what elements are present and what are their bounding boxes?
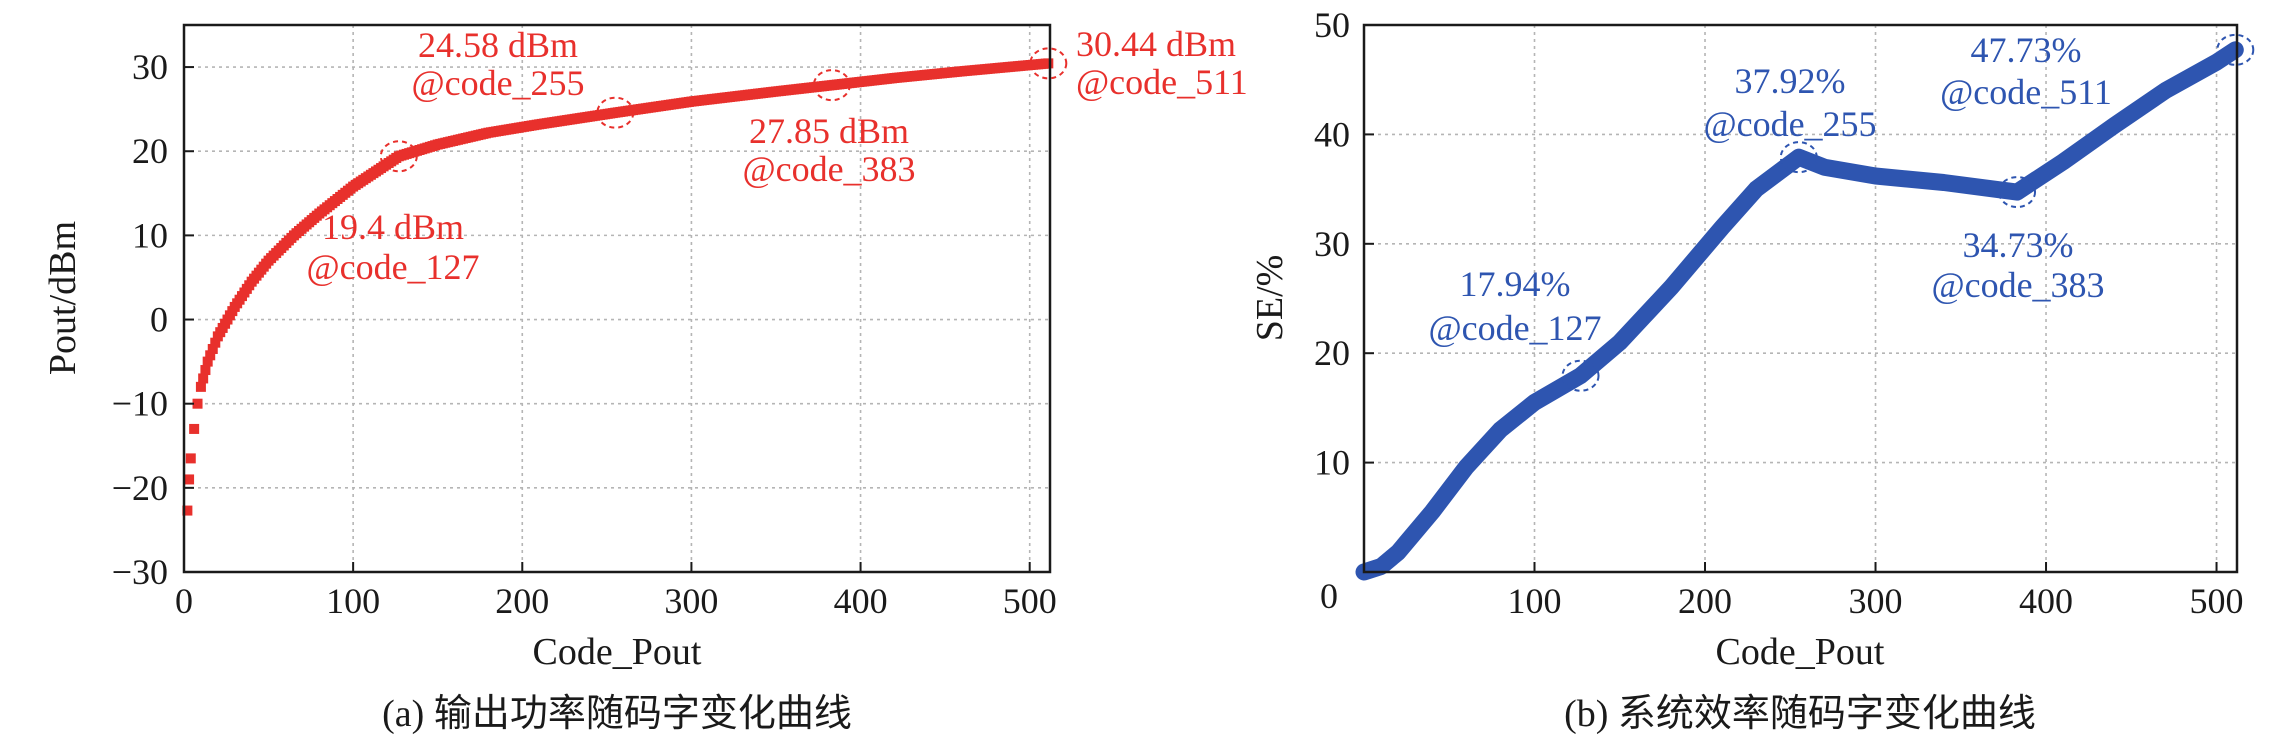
x-axis-label: Code_Pout <box>533 631 702 673</box>
y-tick-label: 0 <box>150 300 168 340</box>
annotation-marker <box>1029 47 1068 80</box>
annotation-value: 30.44 dBm <box>1076 24 1236 64</box>
origin-label: 0 <box>1320 576 1338 616</box>
data-point <box>205 350 216 361</box>
y-tick-label: 30 <box>1314 224 1350 264</box>
x-tick-label: 100 <box>1508 581 1562 621</box>
y-tick-label: 30 <box>132 47 168 87</box>
data-point <box>202 356 213 367</box>
data-point <box>185 453 196 464</box>
data-point <box>184 474 195 485</box>
data-point <box>182 505 193 516</box>
y-axis-label: SE/% <box>1249 255 1291 342</box>
x-tick-label: 500 <box>1003 581 1057 621</box>
y-tick-label: 10 <box>132 215 168 255</box>
x-tick-label: 300 <box>664 581 718 621</box>
x-tick-label: 400 <box>2019 581 2073 621</box>
y-tick-label: 50 <box>1314 5 1350 45</box>
annotation-code: @code_383 <box>1931 265 2104 305</box>
x-tick-label: 500 <box>2190 581 2244 621</box>
annotation-value: 27.85 dBm <box>749 111 909 151</box>
plot-frame <box>182 23 1052 574</box>
x-tick-label: 200 <box>495 581 549 621</box>
annotation-value: 17.94% <box>1460 264 1571 304</box>
data-point <box>207 343 218 354</box>
annotation-code: @code_255 <box>1703 104 1876 144</box>
chart-output-power: 0 100 200 300 400 500 −30 −20 −10 0 10 20 30 Code_Pou… <box>42 23 1248 735</box>
annotation-value: 19.4 dBm <box>322 207 464 247</box>
y-tick-label: 40 <box>1314 114 1350 154</box>
x-tick-label: 100 <box>326 581 380 621</box>
annotation-marker <box>2216 33 2255 66</box>
annotation-value: 47.73% <box>1971 30 2082 70</box>
annotation-value: 24.58 dBm <box>418 25 578 65</box>
data-point <box>189 423 200 434</box>
data-point <box>195 381 206 392</box>
data-point <box>192 398 203 409</box>
y-axis-label: Pout/dBm <box>42 221 84 375</box>
annotation-marker <box>812 69 851 102</box>
y-tick-label: −30 <box>112 552 168 592</box>
y-tick-label: −20 <box>112 468 168 508</box>
annotation-code: @code_127 <box>1428 308 1601 348</box>
y-tick-label: 20 <box>1314 333 1350 373</box>
annotation-marker <box>1779 141 1818 174</box>
data-point <box>198 373 209 384</box>
plot-frame <box>1362 23 2239 574</box>
x-axis-label: Code_Pout <box>1716 631 1885 673</box>
annotation-marker <box>1561 359 1600 392</box>
y-tick-label: −10 <box>112 384 168 424</box>
figure-caption: (b) 系统效率随码字变化曲线 <box>1564 693 2036 735</box>
annotation-marker <box>596 96 635 129</box>
y-tick-label: 20 <box>132 131 168 171</box>
x-tick-label: 200 <box>1678 581 1732 621</box>
y-tick-label: 10 <box>1314 443 1350 483</box>
annotation-marker <box>1998 176 2037 209</box>
annotation-code: @code_511 <box>1076 62 1248 102</box>
annotation-value: 37.92% <box>1735 61 1846 101</box>
data-point <box>210 337 221 348</box>
x-tick-label: 400 <box>834 581 888 621</box>
figure-caption: (a) 输出功率随码字变化曲线 <box>382 693 852 735</box>
data-point <box>200 365 211 376</box>
x-tick-label: 300 <box>1849 581 1903 621</box>
annotation-marker <box>379 140 418 173</box>
annotation-code: @code_255 <box>411 63 584 103</box>
annotation-code: @code_127 <box>306 247 479 287</box>
x-tick-label: 0 <box>175 581 193 621</box>
annotation-code: @code_511 <box>1940 72 2112 112</box>
series-line <box>1355 41 2244 581</box>
annotation-value: 34.73% <box>1963 225 2074 265</box>
annotation-code: @code_383 <box>742 149 915 189</box>
data-point <box>1043 58 1054 69</box>
